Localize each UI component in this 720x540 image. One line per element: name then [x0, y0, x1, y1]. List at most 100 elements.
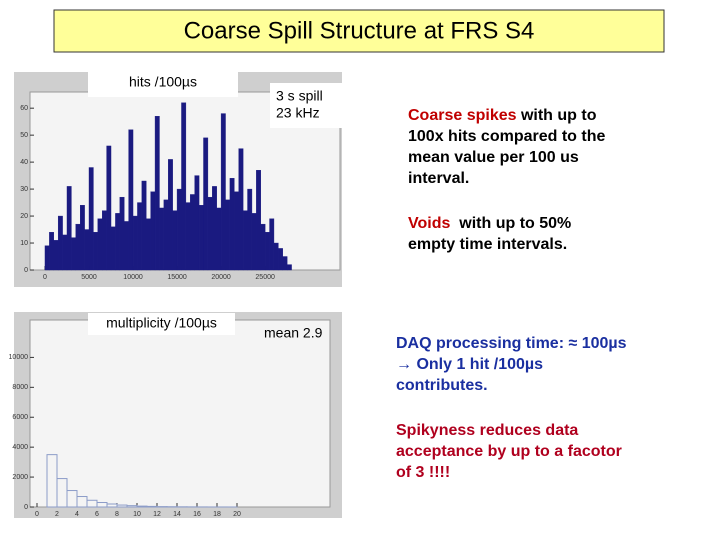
note-run: Coarse spikes — [408, 107, 517, 124]
histogram-bar — [88, 167, 94, 271]
plot-area — [29, 319, 331, 508]
histogram-bar — [278, 248, 283, 271]
x-tick-label: 25000 — [255, 274, 275, 281]
histogram-bar — [247, 188, 253, 271]
x-tick-label: 8 — [115, 511, 119, 518]
histogram-bar — [146, 505, 158, 508]
y-tick-label: 0 — [24, 267, 28, 274]
histogram-bar — [181, 102, 187, 271]
histogram-bar — [124, 221, 129, 271]
x-tick-label: 20 — [233, 511, 241, 518]
note-run: interval. — [408, 170, 469, 187]
histogram-bar — [79, 205, 85, 271]
note-run: mean value per 100 us — [408, 149, 579, 166]
title: Coarse Spill Structure at FRS S4 — [184, 17, 535, 44]
x-tick-label: 16 — [193, 511, 201, 518]
note-line: of 3 !!!! — [396, 464, 450, 481]
histogram-bar — [128, 129, 134, 271]
histogram-bar — [102, 210, 107, 271]
histogram-bar — [190, 194, 195, 271]
y-tick-label: 0 — [24, 504, 28, 511]
y-tick-label: 50 — [20, 132, 28, 139]
x-tick-label: 18 — [213, 511, 221, 518]
x-tick-label: 20000 — [211, 274, 231, 281]
histogram-bar — [137, 202, 143, 271]
x-tick-label: 15000 — [167, 274, 187, 281]
y-tick-label: 20 — [20, 213, 28, 220]
histogram-bar — [106, 145, 112, 271]
histogram-bar — [269, 218, 275, 271]
chart-label: multiplicity /100µs — [106, 315, 217, 331]
histogram-bar — [203, 137, 209, 271]
histogram-bar — [146, 218, 151, 271]
histogram-bar — [154, 116, 160, 271]
histogram-bar — [264, 232, 270, 271]
note-run: Voids — [408, 215, 450, 232]
histogram-bar — [53, 240, 59, 271]
note-line: Coarse spikes with up to — [408, 107, 597, 124]
histogram-bar — [115, 213, 121, 271]
note-run: with up to 50% — [450, 215, 571, 232]
note-line: interval. — [408, 170, 469, 187]
note-run: empty time intervals. — [408, 236, 567, 253]
note-run: acceptance by up to a facotor — [396, 443, 622, 460]
histogram-bar — [282, 256, 288, 271]
histogram-bar — [66, 186, 72, 271]
note-line: mean value per 100 us — [408, 149, 579, 166]
chart-note: mean 2.9 — [264, 325, 323, 341]
note-run: Spikyness reduces data — [396, 422, 578, 439]
histogram-bar — [141, 180, 147, 271]
histogram-bar — [132, 215, 138, 271]
histogram-bar — [260, 223, 266, 271]
histogram-bar — [71, 237, 76, 271]
histogram-bar — [75, 223, 81, 271]
histogram-bar — [273, 242, 279, 271]
histogram-bar — [229, 178, 235, 271]
histogram-bar — [256, 170, 261, 271]
y-tick-label: 10 — [20, 240, 28, 247]
note-run: contributes. — [396, 377, 488, 394]
note-line: empty time intervals. — [408, 236, 567, 253]
note-run: 100x hits compared to the — [408, 128, 605, 145]
histogram-bar — [286, 264, 292, 271]
histogram-bar — [57, 215, 63, 271]
histogram-bar — [93, 232, 99, 271]
y-tick-label: 6000 — [12, 414, 28, 421]
y-tick-label: 60 — [20, 105, 28, 112]
y-tick-label: 30 — [20, 186, 28, 193]
histogram-bar — [84, 229, 90, 271]
note-line: Voids with up to 50% — [408, 215, 571, 232]
x-tick-label: 0 — [35, 511, 39, 518]
histogram-bar — [168, 159, 173, 271]
histogram-bar — [136, 505, 148, 508]
histogram-bar — [176, 188, 182, 271]
histogram-bar — [242, 210, 248, 271]
chart-note: 23 kHz — [276, 105, 320, 121]
histogram-bar — [234, 191, 239, 271]
histogram-bar — [198, 205, 204, 271]
y-tick-label: 2000 — [12, 474, 28, 481]
histogram-bar — [97, 218, 103, 271]
x-tick-label: 6 — [95, 511, 99, 518]
histogram-bar — [251, 213, 257, 271]
histogram-bar — [172, 210, 178, 271]
histogram-bar — [44, 245, 50, 271]
histogram-bar — [194, 175, 200, 271]
histogram-bar — [238, 148, 244, 271]
histogram-bar — [185, 202, 191, 271]
note-box — [270, 83, 350, 128]
histogram-bar — [159, 207, 165, 271]
x-tick-label: 14 — [173, 511, 181, 518]
x-tick-label: 10 — [133, 511, 141, 518]
note-line: Spikyness reduces data — [396, 422, 578, 439]
histogram-bar — [150, 191, 156, 271]
histogram-bar — [119, 196, 125, 271]
note-line: DAQ processing time: ≈ 100µs — [396, 335, 627, 352]
histogram-bar — [207, 196, 213, 271]
x-tick-label: 5000 — [81, 274, 97, 281]
y-tick-label: 40 — [20, 159, 28, 166]
note-run: DAQ processing time: ≈ 100µs — [396, 335, 627, 352]
histogram-bar — [212, 186, 217, 271]
